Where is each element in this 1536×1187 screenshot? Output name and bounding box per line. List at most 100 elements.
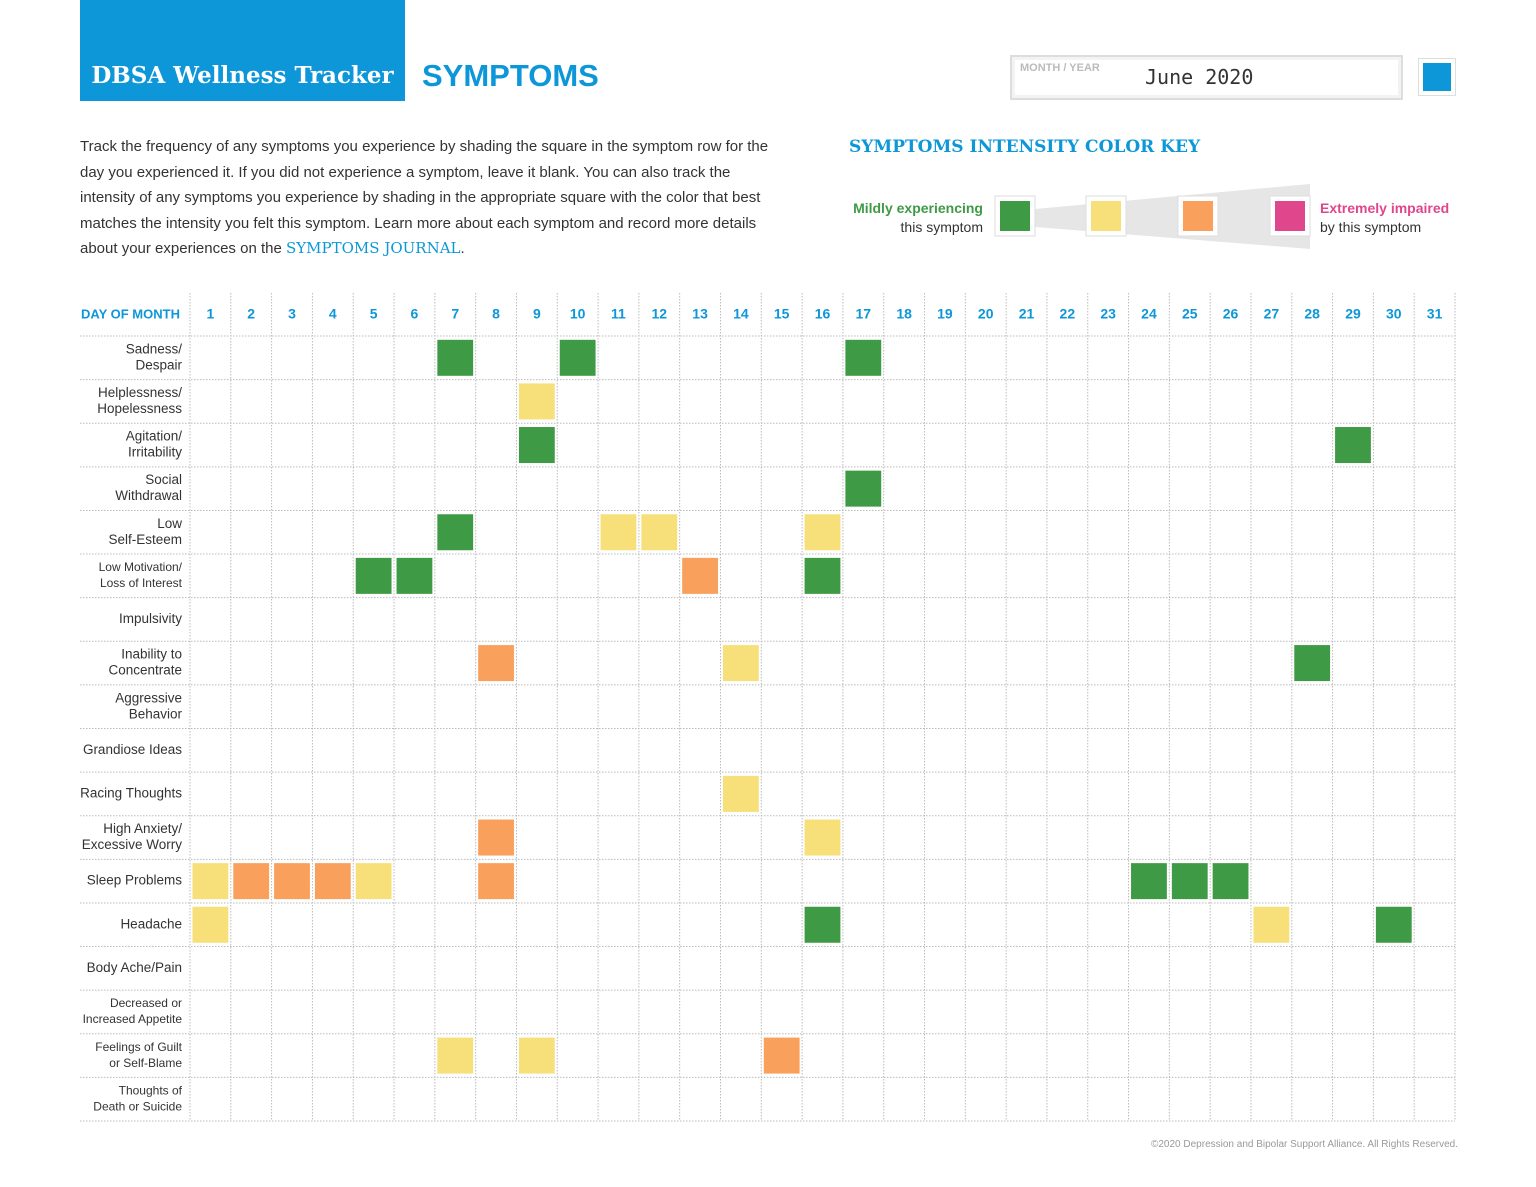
day-label: 27 <box>1264 306 1280 322</box>
shaded-cell <box>314 863 351 900</box>
day-label: 10 <box>570 306 586 322</box>
row-label: Racing Thoughts <box>80 785 182 800</box>
shaded-cell <box>722 775 759 812</box>
row-label: Impulsivity <box>119 611 182 626</box>
row-label: Low Motivation/ <box>99 560 183 574</box>
day-label: 16 <box>815 306 831 322</box>
key-swatch <box>1275 201 1305 231</box>
row-label: Body Ache/Pain <box>87 960 182 975</box>
shaded-cell <box>518 427 555 464</box>
shaded-cell <box>1335 427 1371 464</box>
key-high: Extremely impaired by this symptom <box>1320 199 1520 237</box>
day-label: 25 <box>1182 306 1198 322</box>
shaded-cell <box>722 645 759 682</box>
row-label: High Anxiety/ <box>103 821 182 836</box>
day-label: 1 <box>207 306 215 322</box>
color-box <box>1418 58 1456 96</box>
brand-box <box>80 0 405 101</box>
row-label: Concentrate <box>108 663 182 678</box>
shaded-cell <box>437 339 474 376</box>
day-label: 5 <box>370 306 378 322</box>
shaded-cell <box>233 863 270 900</box>
brand: DBSA Wellness Tracker <box>91 62 394 89</box>
row-label: Sleep Problems <box>87 873 183 888</box>
key-swatch <box>1183 201 1213 231</box>
day-label: 19 <box>937 306 953 322</box>
row-label: Self-Esteem <box>108 532 182 547</box>
intro: Track the frequency of any symptoms you … <box>80 134 785 262</box>
shaded-cell <box>1294 645 1331 682</box>
shaded-cell <box>274 863 310 900</box>
shaded-cell <box>804 819 841 856</box>
shaded-cell <box>355 863 392 900</box>
key-title: SYMPTOMS INTENSITY COLOR KEY <box>849 137 1201 157</box>
shaded-cell <box>641 514 678 551</box>
key-low-1: Mildly experiencing <box>853 200 983 216</box>
key-swatch <box>1091 201 1121 231</box>
shaded-cell <box>437 514 474 551</box>
key-high-1: Extremely impaired <box>1320 200 1450 216</box>
key-swatches <box>994 195 1311 237</box>
day-label: 31 <box>1427 306 1443 322</box>
row-label: Sadness/ <box>126 341 183 356</box>
shaded-cell <box>518 1037 555 1074</box>
day-label: 14 <box>733 306 749 322</box>
day-label: 15 <box>774 306 790 322</box>
day-label: 21 <box>1019 306 1035 322</box>
row-label: Headache <box>120 916 182 931</box>
shaded-cell <box>600 514 637 551</box>
row-label: Increased Appetite <box>83 1012 183 1026</box>
shaded-cell <box>1131 863 1167 900</box>
journal-link[interactable]: SYMPTOMS JOURNAL <box>285 239 461 257</box>
key-high-2: by this symptom <box>1320 219 1422 235</box>
key-swatch <box>1000 201 1030 231</box>
day-label: 28 <box>1304 306 1320 322</box>
row-label: Grandiose Ideas <box>83 742 182 757</box>
shaded-cell <box>682 557 718 594</box>
row-label: Death or Suicide <box>93 1099 182 1113</box>
day-label: 23 <box>1100 306 1116 322</box>
shaded-cell <box>559 339 596 376</box>
row-label: Loss of Interest <box>100 576 183 590</box>
shaded-cell <box>518 383 555 420</box>
day-label: 22 <box>1060 306 1076 322</box>
row-label: Helplessness/ <box>98 385 182 400</box>
row-label: Feelings of Guilt <box>95 1040 182 1054</box>
shaded-cell <box>845 470 882 507</box>
day-label: 17 <box>856 306 872 322</box>
row-label: Social <box>145 472 182 487</box>
grid: DAY OF MONTH 1 2 3 4 5 6 7 8 9 10 11 12 13 14 15 16 17 18 1… <box>80 293 1456 1122</box>
day-label: 11 <box>611 306 626 322</box>
day-label: 7 <box>451 306 459 322</box>
row-label: Withdrawal <box>115 488 182 503</box>
day-label: 4 <box>329 306 337 322</box>
shaded-cell <box>192 906 229 943</box>
shaded-cell <box>478 645 514 682</box>
row-label: Agitation/ <box>126 429 183 444</box>
row-label: Decreased or <box>110 996 182 1010</box>
shaded-cell <box>804 514 841 551</box>
shaded-cell <box>355 557 392 594</box>
shaded-cell <box>478 863 514 900</box>
shaded-cell <box>437 1037 474 1074</box>
shaded-cell <box>1212 863 1249 900</box>
month-label: MONTH / YEAR <box>1020 62 1100 74</box>
row-label: Excessive Worry <box>82 837 183 852</box>
shaded-cell <box>1375 906 1412 943</box>
row-label: Hopelessness <box>97 401 182 416</box>
day-label: 9 <box>533 306 541 322</box>
day-label: 29 <box>1345 306 1361 322</box>
row-label: or Self-Blame <box>109 1056 182 1070</box>
row-label: Inability to <box>121 647 182 662</box>
shaded-cell <box>845 339 882 376</box>
shaded-cell <box>804 557 841 594</box>
month-box <box>1010 55 1403 100</box>
shaded-cell <box>763 1037 800 1074</box>
row-label: Behavior <box>129 706 183 721</box>
intro-end: . <box>460 240 465 257</box>
footer: ©2020 Depression and Bipolar Support All… <box>1151 1139 1458 1150</box>
day-label: 26 <box>1223 306 1239 322</box>
day-label: 20 <box>978 306 994 322</box>
key-low: Mildly experiencing this symptom <box>790 199 983 237</box>
